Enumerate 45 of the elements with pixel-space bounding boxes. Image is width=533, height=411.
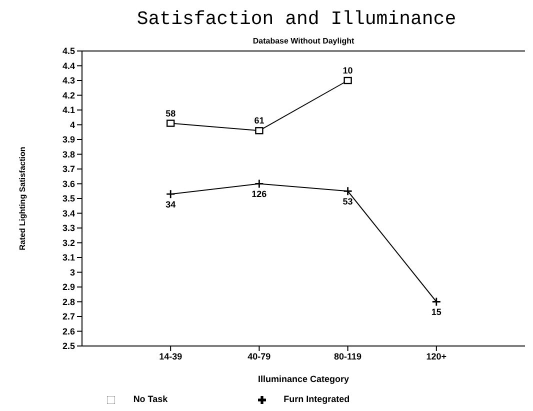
y-tick-label: 3.8 bbox=[62, 149, 75, 160]
point bbox=[343, 186, 352, 196]
point bbox=[432, 297, 442, 306]
legend-label: No Task bbox=[133, 394, 168, 404]
y-tick-label: 4.2 bbox=[62, 90, 75, 100]
legend-label: Furn Integrated bbox=[284, 394, 350, 404]
chart-title: Satisfaction and Illuminance bbox=[136, 8, 458, 32]
y-tick-label: 3.6 bbox=[62, 178, 75, 189]
annotation: 10 bbox=[342, 66, 353, 76]
annotation: 61 bbox=[254, 116, 264, 126]
annotation: 15 bbox=[431, 307, 442, 318]
point bbox=[255, 127, 264, 134]
y-tick-label: 2.6 bbox=[62, 326, 75, 336]
y-tick-label: 3.9 bbox=[62, 134, 75, 145]
point bbox=[254, 179, 264, 188]
y-tick-label: 3.5 bbox=[62, 194, 75, 204]
x-axis-title: Illuminance Category bbox=[258, 374, 350, 384]
y-tick-label: 4 bbox=[70, 120, 75, 130]
y-tick-label: 2.7 bbox=[62, 312, 75, 322]
y-tick-label: 4.4 bbox=[62, 60, 75, 71]
point bbox=[344, 76, 352, 84]
y-tick-label: 4.3 bbox=[62, 76, 75, 86]
point bbox=[166, 120, 175, 127]
y-tick-label: 3.4 bbox=[62, 208, 75, 218]
x-tick-label: 80-119 bbox=[334, 351, 362, 362]
y-tick-label: 2.8 bbox=[62, 296, 75, 307]
y-tick-label: 3 bbox=[70, 267, 75, 278]
y-tick-label: 2.9 bbox=[62, 282, 75, 292]
x-tick-label: 14-39 bbox=[159, 351, 182, 362]
y-tick-label: 3.2 bbox=[62, 238, 75, 248]
chart-subtitle: Database Without Daylight bbox=[252, 36, 354, 46]
y-tick-label: 3.7 bbox=[62, 164, 75, 174]
annotation: 58 bbox=[166, 108, 176, 118]
annotation: 126 bbox=[252, 189, 267, 200]
y-tick-label: 4.1 bbox=[62, 105, 75, 116]
y-axis-title: Rated Lighting Satisfaction bbox=[18, 146, 27, 250]
y-tick-label: 3.1 bbox=[62, 252, 75, 263]
y-tick-label: 4.5 bbox=[62, 46, 75, 56]
x-tick-label: 40-79 bbox=[248, 351, 271, 362]
annotation: 53 bbox=[342, 196, 353, 207]
y-tick-label: 3.3 bbox=[62, 223, 75, 234]
y-tick-label: 2.5 bbox=[62, 341, 75, 352]
point bbox=[166, 189, 176, 199]
x-tick-label: 120+ bbox=[426, 351, 447, 362]
annotation: 34 bbox=[166, 199, 176, 210]
